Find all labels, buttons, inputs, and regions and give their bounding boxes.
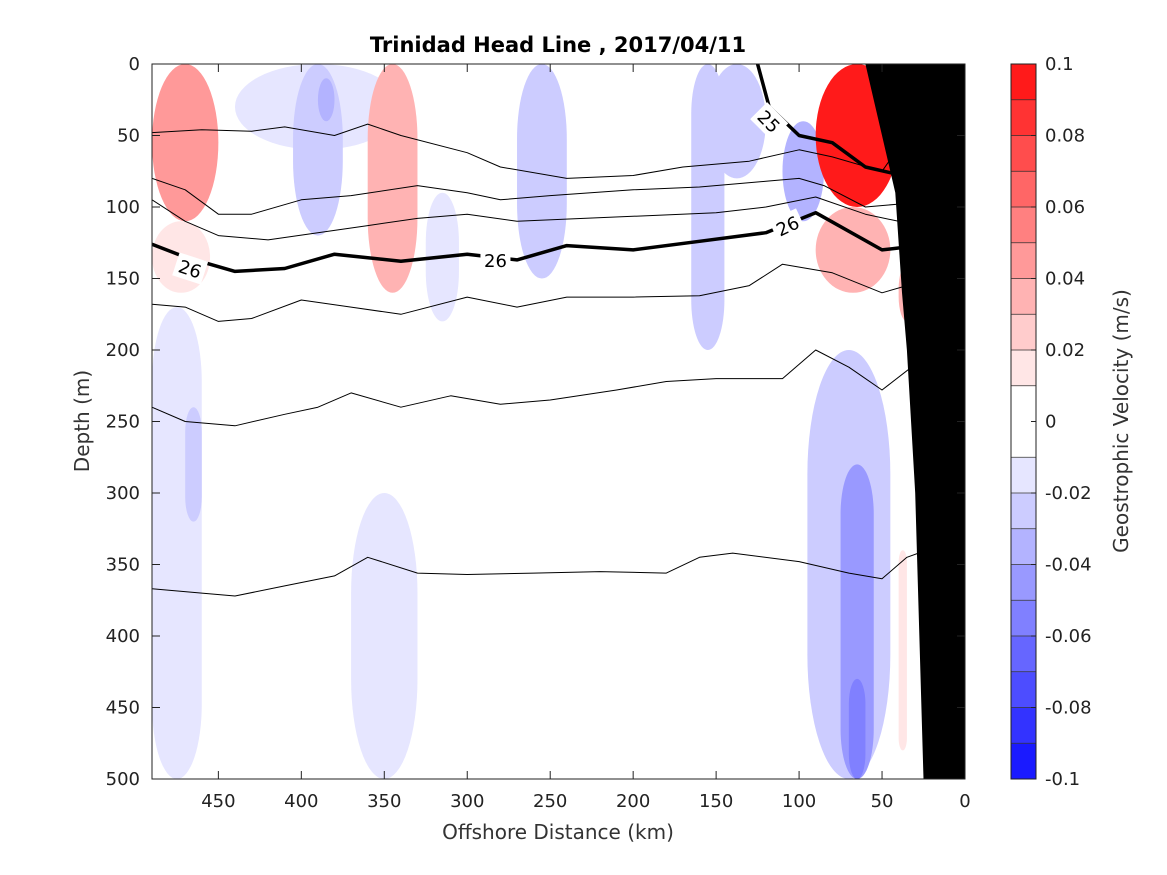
velocity-region	[475, 64, 501, 193]
colorbar-tick-label: 0.04	[1045, 269, 1085, 290]
colorbar-segment	[1011, 493, 1036, 530]
velocity-region	[185, 407, 202, 522]
colorbar-segment	[1011, 171, 1036, 208]
colorbar-segment	[1011, 207, 1036, 244]
y-tick-label: 250	[106, 412, 140, 433]
y-tick-label: 50	[117, 126, 140, 147]
velocity-region	[367, 64, 418, 293]
shelf-polygon	[865, 64, 965, 779]
colorbar-segment	[1011, 707, 1036, 744]
x-tick-label: 450	[201, 791, 235, 812]
contour-label-bg	[768, 208, 807, 243]
velocity-region	[517, 64, 567, 279]
colorbar-segment	[1011, 242, 1036, 279]
colorbar-tick-label: 0	[1045, 412, 1056, 433]
velocity-region	[317, 78, 335, 122]
colorbar-segment	[1011, 314, 1036, 351]
colorbar-segment	[1011, 528, 1036, 565]
colorbar-segment	[1011, 636, 1036, 673]
colorbar-segment	[1011, 278, 1036, 315]
velocity-region	[575, 178, 708, 293]
velocity-region	[848, 678, 866, 779]
y-axis: 0 50 100 150 200 250 300 350 400 450 500	[106, 54, 965, 790]
colorbar-segment	[1011, 564, 1036, 601]
x-axis: 450 400 350 300 250 200 150 100 50 0	[201, 64, 971, 812]
y-tick-label: 100	[106, 197, 140, 218]
contour-label-bg	[750, 102, 789, 141]
chart-title: Trinidad Head Line , 2017/04/11	[370, 33, 746, 57]
colorbar-tick-label: -0.02	[1045, 483, 1092, 504]
x-tick-label: 250	[533, 791, 567, 812]
velocity-region	[558, 421, 567, 536]
density-contour	[152, 166, 924, 215]
velocity-region	[152, 64, 219, 222]
y-tick-label: 0	[129, 54, 140, 75]
velocity-region	[152, 307, 202, 779]
contour-label-group: 26	[480, 247, 511, 272]
density-contour	[152, 349, 916, 427]
y-axis-label: Depth (m)	[70, 370, 94, 472]
velocity-region	[434, 678, 468, 779]
density-contour	[152, 103, 933, 179]
colorbar-tick-label: -0.04	[1045, 555, 1092, 576]
x-tick-label: 200	[616, 791, 650, 812]
contour-label-bg	[480, 247, 511, 272]
colorbar-tick-label: 0.1	[1045, 54, 1074, 75]
x-tick-label: 150	[699, 791, 733, 812]
velocity-region	[898, 550, 907, 751]
colorbar-segment	[1011, 64, 1036, 101]
x-tick-label: 0	[959, 791, 970, 812]
velocity-region	[782, 121, 824, 222]
x-tick-label: 300	[450, 791, 484, 812]
x-tick-label: 350	[367, 791, 401, 812]
colorbar-segment	[1011, 457, 1036, 494]
y-tick-label: 400	[106, 626, 140, 647]
y-tick-label: 150	[106, 269, 140, 290]
contour-label: 26	[484, 251, 507, 272]
colorbar-tick-label: -0.06	[1045, 626, 1092, 647]
contour-label-bg	[172, 252, 209, 285]
velocity-region	[649, 278, 667, 408]
colorbar-segment	[1011, 671, 1036, 708]
colorbar-segment	[1011, 135, 1036, 172]
velocity-region	[815, 207, 891, 293]
x-tick-label: 400	[284, 791, 318, 812]
colorbar-label: Geostrophic Velocity (m/s)	[1109, 289, 1133, 553]
velocity-region	[840, 464, 874, 779]
contour-label-group: 26	[172, 252, 209, 285]
y-tick-label: 500	[106, 769, 140, 790]
x-axis-label: Offshore Distance (km)	[442, 820, 674, 844]
colorbar-segment	[1011, 600, 1036, 637]
colorbar-segment	[1011, 99, 1036, 136]
colorbar-tick-label: -0.1	[1045, 769, 1080, 790]
velocity-region	[707, 64, 766, 179]
x-tick-label: 50	[871, 791, 894, 812]
velocity-region	[268, 493, 368, 779]
colorbar-tick-label: 0.02	[1045, 340, 1085, 361]
colorbar-tick-label: 0.08	[1045, 126, 1085, 147]
velocity-region	[351, 493, 418, 779]
velocity-region	[293, 64, 343, 236]
colorbar-segment	[1011, 350, 1036, 387]
velocity-region	[666, 535, 733, 779]
density-contour	[152, 195, 924, 241]
x-tick-label: 100	[782, 791, 816, 812]
density-contour	[152, 552, 919, 597]
y-tick-label: 300	[106, 483, 140, 504]
continental-shelf	[865, 64, 965, 779]
y-tick-label: 200	[106, 340, 140, 361]
colorbar: 0.1 0.08 0.06 0.04 0.02 0 -0.02 -0.04 -0.06 -0.08…	[1010, 54, 1092, 790]
velocity-fills	[152, 64, 916, 779]
colorbar-tick-label: -0.08	[1045, 698, 1092, 719]
y-tick-label: 450	[106, 698, 140, 719]
density-contour-bold	[152, 210, 933, 274]
colorbar-segment	[1011, 743, 1036, 780]
colorbar-tick-label: 0.06	[1045, 197, 1085, 218]
y-tick-label: 350	[106, 555, 140, 576]
density-contour	[152, 258, 929, 322]
